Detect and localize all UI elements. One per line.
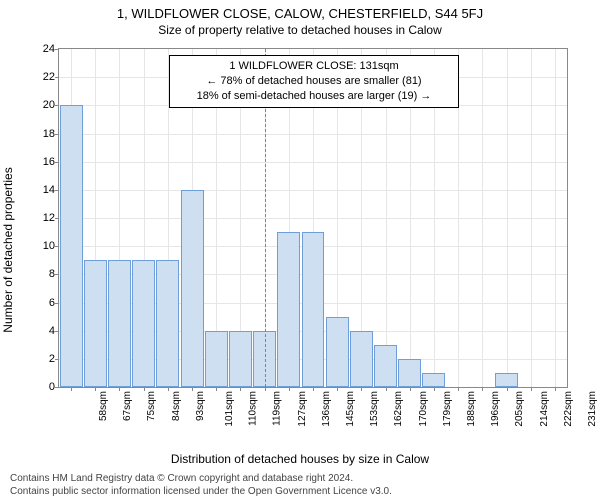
bar bbox=[495, 373, 518, 387]
bar bbox=[181, 190, 204, 387]
x-tick-label: 179sqm bbox=[442, 391, 453, 427]
x-tick-label: 162sqm bbox=[393, 391, 404, 427]
bar bbox=[205, 331, 228, 387]
x-tick-mark bbox=[531, 387, 532, 391]
y-tick-mark bbox=[55, 359, 59, 360]
chart-container: 1, WILDFLOWER CLOSE, CALOW, CHESTERFIELD… bbox=[0, 0, 600, 500]
x-tick-label: 214sqm bbox=[539, 391, 550, 427]
bar bbox=[132, 260, 155, 387]
y-tick-mark bbox=[55, 134, 59, 135]
x-tick-label: 75sqm bbox=[146, 391, 157, 421]
y-tick-mark bbox=[55, 190, 59, 191]
y-tick-label: 12 bbox=[43, 212, 55, 224]
x-tick-label: 153sqm bbox=[369, 391, 380, 427]
bar bbox=[84, 260, 107, 387]
x-tick-label: 58sqm bbox=[98, 391, 109, 421]
bar bbox=[108, 260, 131, 387]
annotation-line3: 18% of semi-detached houses are larger (… bbox=[178, 89, 450, 104]
x-tick-label: 145sqm bbox=[345, 391, 356, 427]
gridline-v bbox=[555, 49, 556, 387]
annotation-line1: 1 WILDFLOWER CLOSE: 131sqm bbox=[178, 59, 450, 74]
x-tick-label: 110sqm bbox=[248, 391, 259, 426]
y-tick-label: 22 bbox=[43, 71, 55, 83]
plot-area: 02468101214161820222458sqm67sqm75sqm84sq… bbox=[58, 48, 568, 388]
y-tick-mark bbox=[55, 246, 59, 247]
x-tick-label: 205sqm bbox=[514, 391, 525, 427]
gridline-v bbox=[531, 49, 532, 387]
x-tick-label: 67sqm bbox=[122, 391, 133, 421]
y-tick-label: 16 bbox=[43, 156, 55, 168]
y-tick-label: 18 bbox=[43, 128, 55, 140]
bar bbox=[326, 317, 349, 387]
y-tick-label: 14 bbox=[43, 184, 55, 196]
x-tick-label: 84sqm bbox=[171, 391, 182, 421]
x-tick-mark bbox=[265, 387, 266, 391]
y-tick-mark bbox=[55, 77, 59, 78]
copyright-line2: Contains public sector information licen… bbox=[10, 485, 392, 498]
x-tick-mark bbox=[458, 387, 459, 391]
y-tick-mark bbox=[55, 162, 59, 163]
x-tick-label: 231sqm bbox=[587, 391, 598, 427]
x-tick-mark bbox=[337, 387, 338, 391]
bar bbox=[422, 373, 445, 387]
x-tick-mark bbox=[434, 387, 435, 391]
bar bbox=[374, 345, 397, 387]
x-tick-mark bbox=[482, 387, 483, 391]
copyright-line1: Contains HM Land Registry data © Crown c… bbox=[10, 472, 392, 485]
x-tick-label: 136sqm bbox=[321, 391, 332, 427]
y-tick-mark bbox=[55, 105, 59, 106]
x-tick-mark bbox=[410, 387, 411, 391]
gridline-v bbox=[507, 49, 508, 387]
x-tick-mark bbox=[192, 387, 193, 391]
annotation-line2: ← 78% of detached houses are smaller (81… bbox=[178, 74, 450, 89]
chart-subtitle: Size of property relative to detached ho… bbox=[0, 21, 600, 37]
x-tick-label: 222sqm bbox=[563, 391, 574, 427]
x-tick-mark bbox=[555, 387, 556, 391]
bar bbox=[302, 232, 325, 387]
chart-title: 1, WILDFLOWER CLOSE, CALOW, CHESTERFIELD… bbox=[0, 0, 600, 21]
y-tick-mark bbox=[55, 274, 59, 275]
y-axis-label: Number of detached properties bbox=[1, 167, 15, 332]
x-tick-mark bbox=[119, 387, 120, 391]
bar bbox=[156, 260, 179, 387]
x-tick-label: 170sqm bbox=[418, 391, 429, 427]
x-tick-mark bbox=[216, 387, 217, 391]
x-tick-mark bbox=[361, 387, 362, 391]
annotation-box: 1 WILDFLOWER CLOSE: 131sqm← 78% of detac… bbox=[169, 55, 459, 108]
x-tick-mark bbox=[168, 387, 169, 391]
y-tick-mark bbox=[55, 303, 59, 304]
x-tick-label: 119sqm bbox=[272, 391, 283, 426]
y-tick-mark bbox=[55, 331, 59, 332]
bar bbox=[398, 359, 421, 387]
y-tick-mark bbox=[55, 387, 59, 388]
x-tick-mark bbox=[507, 387, 508, 391]
x-tick-label: 93sqm bbox=[195, 391, 206, 421]
x-tick-mark bbox=[71, 387, 72, 391]
x-tick-label: 101sqm bbox=[224, 391, 235, 427]
x-tick-label: 188sqm bbox=[466, 391, 477, 427]
x-tick-label: 127sqm bbox=[297, 391, 308, 427]
y-tick-label: 10 bbox=[43, 240, 55, 252]
x-tick-mark bbox=[289, 387, 290, 391]
bar bbox=[350, 331, 373, 387]
x-tick-mark bbox=[313, 387, 314, 391]
y-tick-mark bbox=[55, 49, 59, 50]
bar bbox=[60, 105, 83, 387]
x-tick-mark bbox=[95, 387, 96, 391]
x-axis-label: Distribution of detached houses by size … bbox=[171, 452, 429, 466]
x-tick-label: 196sqm bbox=[490, 391, 501, 427]
gridline-v bbox=[482, 49, 483, 387]
bar bbox=[229, 331, 252, 387]
x-tick-mark bbox=[240, 387, 241, 391]
copyright-notice: Contains HM Land Registry data © Crown c… bbox=[10, 472, 392, 498]
bar bbox=[277, 232, 300, 387]
y-tick-mark bbox=[55, 218, 59, 219]
x-tick-mark bbox=[386, 387, 387, 391]
y-tick-label: 24 bbox=[43, 43, 55, 55]
x-tick-mark bbox=[144, 387, 145, 391]
y-tick-label: 20 bbox=[43, 99, 55, 111]
